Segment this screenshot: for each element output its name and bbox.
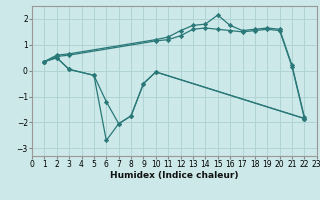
X-axis label: Humidex (Indice chaleur): Humidex (Indice chaleur) (110, 171, 239, 180)
